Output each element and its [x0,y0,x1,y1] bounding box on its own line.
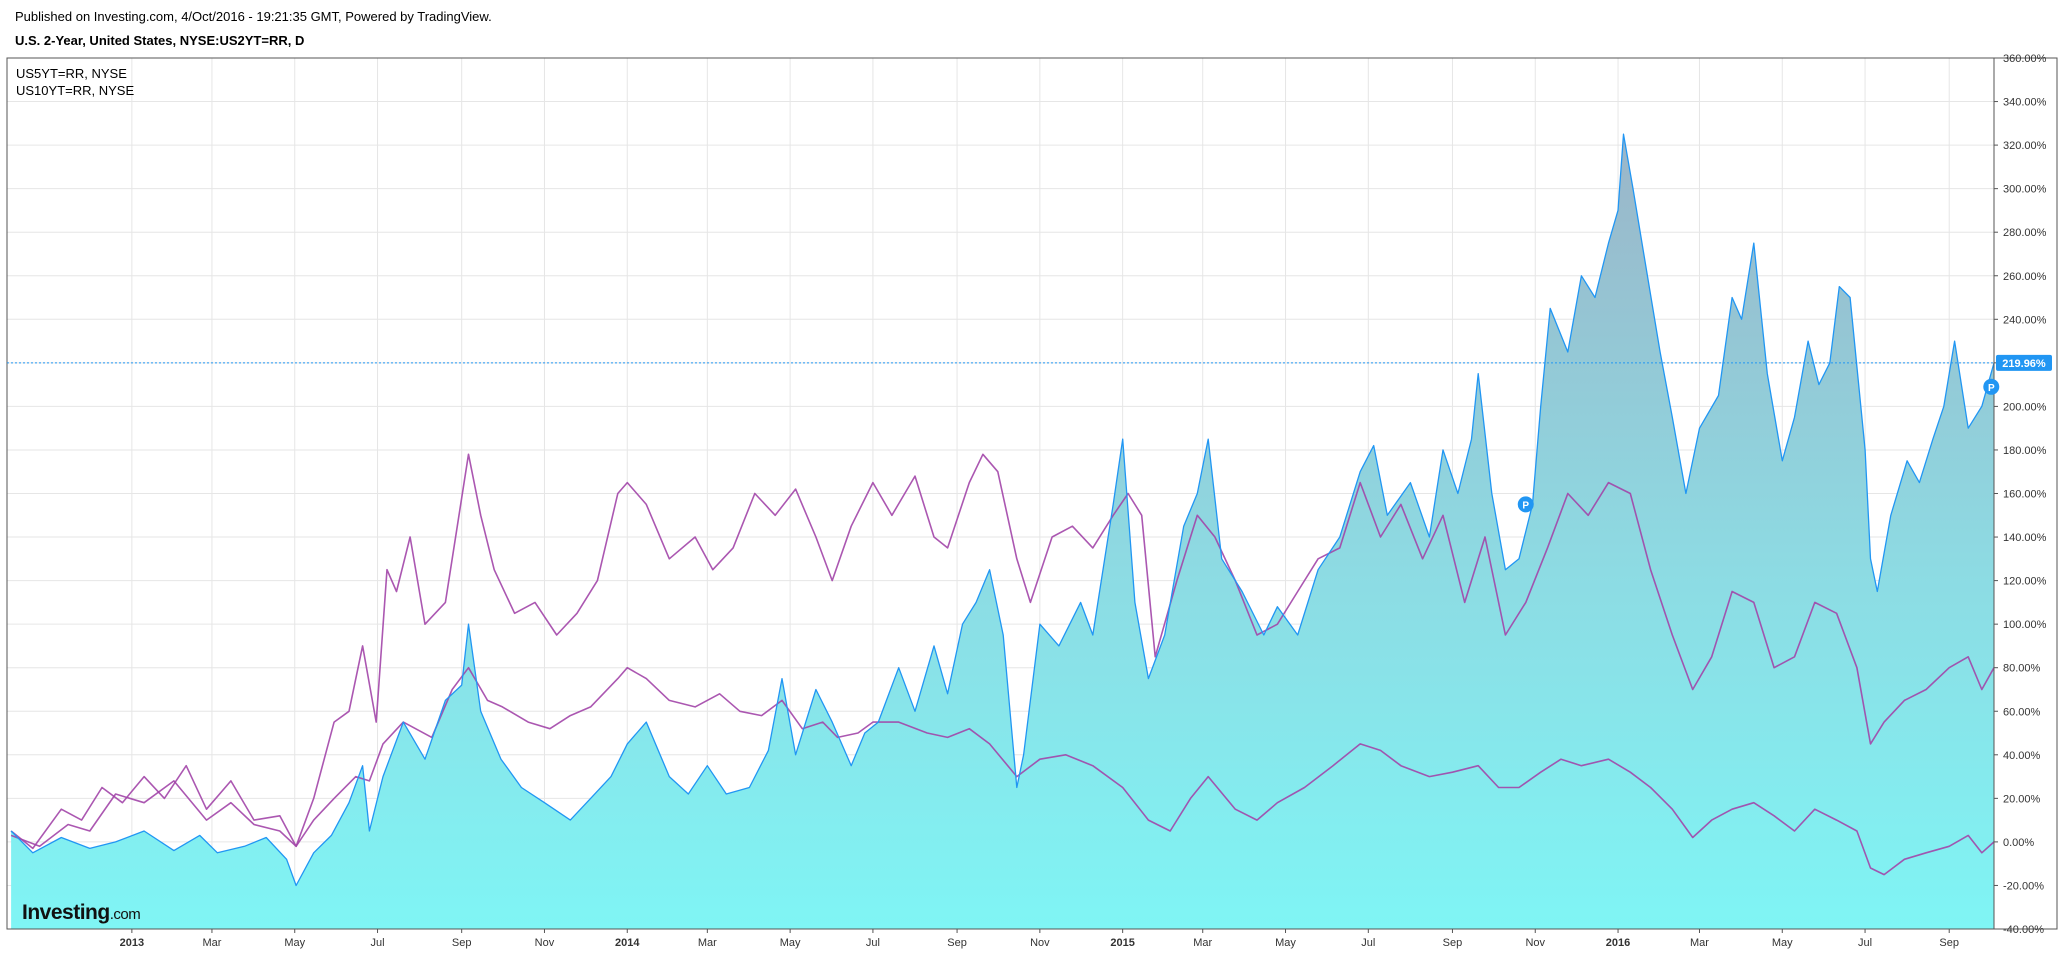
y-tick-label: 340.00% [2003,97,2047,109]
y-tick-label: 100.00% [2003,619,2047,631]
investing-logo: Investing.com [22,901,141,924]
x-tick-label: Nov [1030,937,1050,949]
publish-marker-icon: P [1983,378,2000,395]
x-tick-label: Mar [698,937,717,949]
svg-text:P: P [1522,500,1529,511]
x-tick-label: 2015 [1110,937,1134,949]
chart-title: U.S. 2-Year, United States, NYSE:US2YT=R… [15,33,305,48]
x-tick-label: Nov [535,937,555,949]
y-tick-label: 40.00% [2003,750,2041,762]
x-tick-label: 2013 [120,937,144,949]
x-tick-label: May [1275,937,1296,949]
y-tick-label: 20.00% [2003,793,2041,805]
y-tick-label: -40.00% [2003,924,2044,936]
last-value-badge [1996,354,2052,371]
x-tick-label: Jul [866,937,880,949]
axes: 360.00% 340.00% 320.00% 300.00% 280.00% 260.0… [6,53,2058,949]
series-line-us2y [10,133,1994,887]
y-tick-label: 320.00% [2003,140,2047,152]
y-tick-label: 60.00% [2003,706,2041,718]
x-tick-label: 2016 [1606,937,1630,949]
series-layer [10,133,1994,929]
x-tick-label: May [1772,937,1793,949]
x-tick-label: Sep [947,937,967,949]
y-tick-label: 280.00% [2003,227,2047,239]
x-tick-label: May [284,937,305,949]
y-tick-label: 80.00% [2003,663,2041,675]
y-tick-label: 0.00% [2003,837,2034,849]
x-tick-label: Mar [1690,937,1709,949]
y-tick-label: 260.00% [2003,271,2047,283]
y-tick-label: -20.00% [2003,880,2044,892]
plot-frame [6,57,2058,930]
x-tick-label: Nov [1525,937,1545,949]
y-tick-label: 300.00% [2003,184,2047,196]
y-tick-label: 140.00% [2003,532,2047,544]
series-line-us10yt [10,453,1994,850]
x-tick-label: Mar [1193,937,1212,949]
x-tick-label: Sep [452,937,472,949]
x-tick-label: Jul [1858,937,1872,949]
legend: US5YT=RR, NYSE US10YT=RR, NYSE [16,65,134,99]
svg-text:P: P [1988,383,1995,394]
x-tick-label: Sep [1939,937,1959,949]
published-info: Published on Investing.com, 4/Oct/2016 -… [15,9,492,24]
x-tick-label: Mar [202,937,221,949]
legend-item-us10yt[interactable]: US10YT=RR, NYSE [16,83,135,98]
y-tick-label: 360.00% [2003,53,2047,65]
y-tick-label: 180.00% [2003,445,2047,457]
last-value-label: 219.96% [2002,358,2046,370]
y-tick-label: 160.00% [2003,489,2047,501]
series-line-us5yt [10,666,1994,876]
x-tick-label: 2014 [615,937,640,949]
publish-marker-icon: P [1517,496,1534,513]
y-tick-label: 240.00% [2003,314,2047,326]
x-tick-label: Jul [370,937,384,949]
x-tick-label: May [780,937,801,949]
y-tick-label: 120.00% [2003,576,2047,588]
x-tick-label: Sep [1443,937,1463,949]
y-tick-label: 200.00% [2003,401,2047,413]
us2y-area-fill [11,134,1994,929]
x-tick-label: Jul [1361,937,1375,949]
legend-item-us5yt[interactable]: US5YT=RR, NYSE [16,66,127,81]
